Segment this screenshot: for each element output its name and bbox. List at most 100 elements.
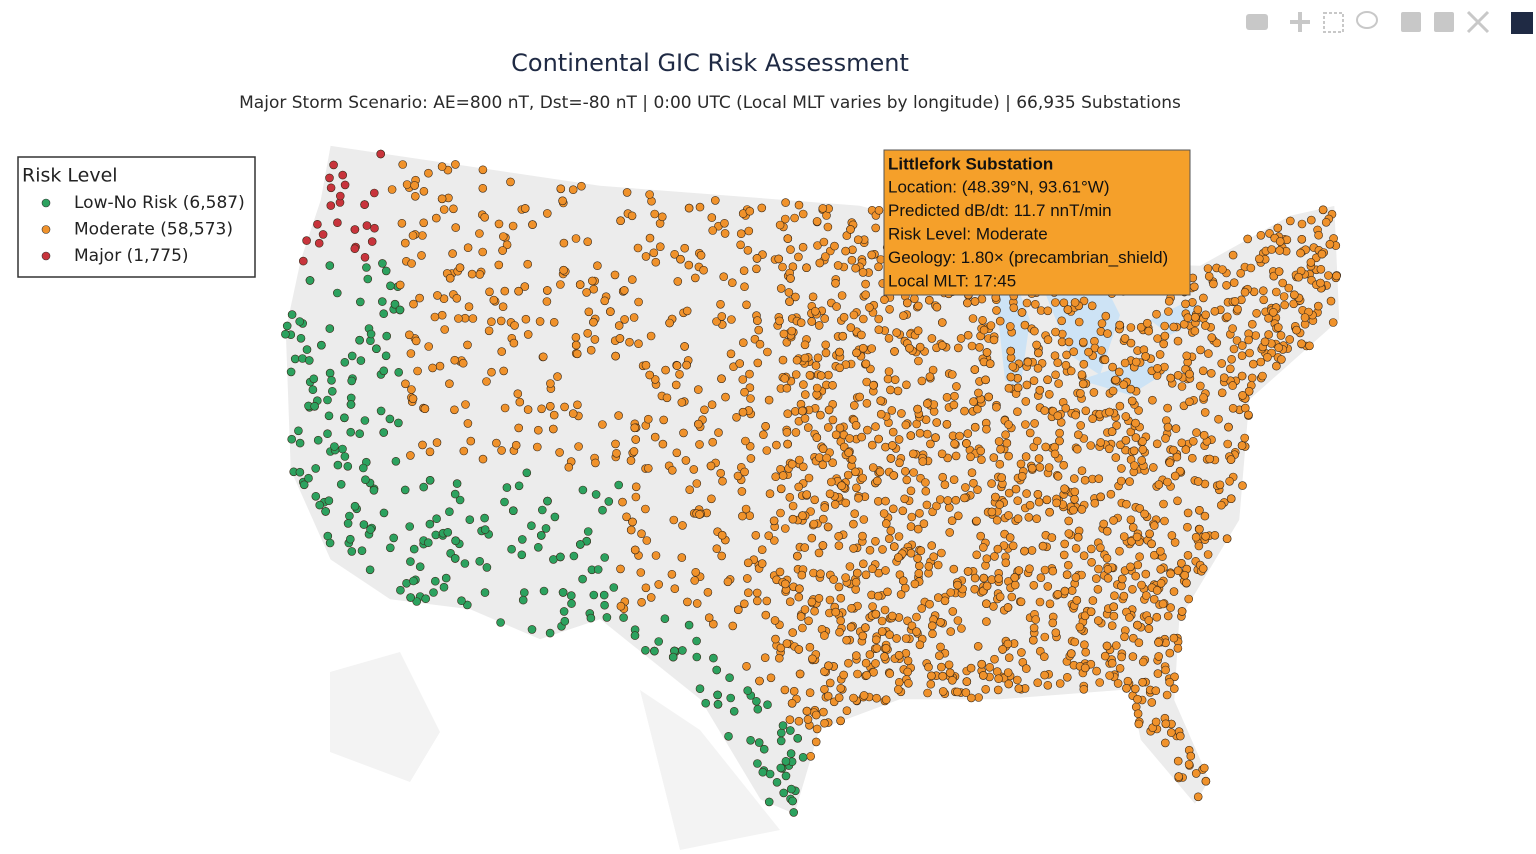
substation-dot [995, 500, 1005, 510]
reset-icon[interactable] [1466, 10, 1490, 34]
substation-dot [1217, 359, 1226, 368]
substation-dot [381, 351, 391, 361]
substation-dot [821, 348, 831, 358]
substation-dot [1161, 738, 1170, 748]
substation-dot [847, 603, 856, 613]
substation-dot [1107, 621, 1117, 631]
substation-dot [742, 661, 751, 671]
substation-dot [754, 738, 764, 747]
substation-dot [1159, 499, 1168, 509]
substation-dot [1010, 580, 1020, 590]
substation-dot [883, 587, 892, 597]
substation-dot [1048, 566, 1058, 576]
substation-dot [950, 391, 959, 401]
camera-icon[interactable] [1246, 14, 1268, 30]
substation-dot [993, 544, 1003, 554]
plotly-logo[interactable] [1511, 12, 1533, 34]
substation-dot [910, 294, 919, 304]
substation-dot [831, 278, 840, 288]
substation-dot [695, 510, 704, 519]
substation-dot [369, 188, 379, 198]
select-icon[interactable] [1323, 12, 1344, 33]
substation-dot [569, 551, 579, 561]
substation-dot [1188, 453, 1197, 463]
lasso-icon[interactable] [1356, 11, 1378, 29]
substation-dot [590, 335, 600, 344]
substation-dot [616, 601, 626, 611]
substation-dot [1181, 445, 1191, 454]
substation-dot [834, 541, 844, 551]
substation-dot [1109, 611, 1119, 621]
substation-dot [1013, 514, 1023, 524]
substation-dot [865, 303, 874, 312]
substation-dot [1294, 272, 1303, 282]
substation-dot [1194, 541, 1204, 551]
substation-dot [700, 405, 709, 415]
substation-dot [1203, 550, 1213, 559]
substation-dot [1318, 205, 1328, 215]
substation-dot [346, 400, 356, 409]
substation-dot [507, 544, 516, 554]
substation-dot [986, 321, 996, 330]
substation-dot [1052, 498, 1061, 508]
substation-dot [791, 370, 801, 379]
substation-dot [969, 397, 978, 406]
substation-dot [295, 467, 305, 477]
substation-dot [290, 354, 300, 364]
substation-dot [295, 438, 305, 448]
substation-dot [890, 347, 899, 356]
substation-dot [851, 651, 861, 660]
substation-dot [1115, 546, 1124, 556]
substation-dot [1169, 587, 1179, 596]
substation-dot [1016, 459, 1026, 469]
substation-dot [457, 596, 466, 606]
substation-dot [1118, 574, 1127, 584]
substation-dot [838, 331, 848, 341]
substation-dot [1278, 278, 1287, 288]
substation-dot [1084, 347, 1093, 357]
substation-dot [778, 721, 788, 730]
substation-dot [542, 209, 552, 218]
substation-dot [1043, 680, 1053, 690]
substation-dot [1144, 616, 1154, 625]
substation-dot [367, 237, 377, 246]
substation-dot [839, 670, 849, 680]
zoom-in-icon[interactable] [1401, 12, 1421, 32]
substation-dot [294, 426, 303, 436]
substation-dot [758, 767, 768, 777]
substation-dot [1128, 652, 1138, 661]
substation-dot [678, 646, 687, 655]
substation-dot [423, 538, 433, 548]
substation-dot [900, 466, 910, 476]
substation-dot [1036, 573, 1046, 583]
substation-dot [451, 536, 460, 546]
substation-dot [950, 439, 959, 449]
substation-dot [781, 771, 791, 781]
substation-dot [347, 351, 357, 361]
substation-dot [889, 471, 899, 480]
pan-icon[interactable] [1290, 12, 1310, 32]
substation-dot [287, 310, 297, 319]
zoom-out-icon[interactable] [1434, 12, 1454, 32]
substation-dot [633, 243, 643, 253]
substation-dot [586, 345, 596, 355]
substation-dot [841, 246, 850, 256]
substation-dot [888, 441, 897, 450]
substation-dot [1165, 458, 1175, 468]
substation-dot [802, 706, 812, 716]
substation-dot [851, 467, 860, 477]
substation-dot [502, 240, 512, 250]
substation-dot [912, 627, 921, 636]
substation-dot [1133, 709, 1143, 719]
substation-dot [478, 454, 488, 464]
substation-dot [938, 687, 948, 696]
substation-dot [564, 462, 574, 472]
substation-dot [478, 184, 488, 193]
substation-dot [836, 593, 846, 603]
substation-dot [712, 665, 722, 675]
substation-dot [907, 512, 917, 522]
substation-dot [717, 551, 727, 561]
substation-dot [567, 599, 576, 608]
substation-dot [631, 482, 641, 492]
substation-dot [1067, 586, 1077, 595]
